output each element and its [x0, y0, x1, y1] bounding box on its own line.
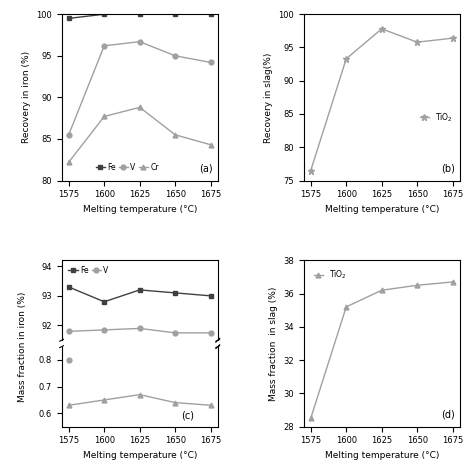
X-axis label: Melting temperature (°C): Melting temperature (°C) — [82, 451, 197, 460]
Y-axis label: Mass fraction in iron (%): Mass fraction in iron (%) — [18, 292, 27, 402]
Text: (a): (a) — [200, 164, 213, 174]
Legend: Fe, V, Cr: Fe, V, Cr — [93, 160, 162, 175]
Y-axis label: Mass fraction  in slag (%): Mass fraction in slag (%) — [269, 286, 278, 401]
Fe — [208, 11, 213, 17]
Line: TiO$_2$: TiO$_2$ — [308, 280, 455, 421]
V — [173, 330, 178, 336]
X-axis label: Melting temperature (°C): Melting temperature (°C) — [82, 205, 197, 214]
Fe — [66, 16, 72, 21]
V — [101, 327, 107, 333]
X-axis label: Melting temperature (°C): Melting temperature (°C) — [325, 205, 439, 214]
V — [208, 60, 213, 65]
Text: (d): (d) — [441, 410, 455, 420]
Y-axis label: Recovery in slag(%): Recovery in slag(%) — [264, 52, 273, 143]
Text: (c): (c) — [182, 410, 194, 420]
V — [137, 39, 143, 45]
V — [173, 53, 178, 59]
TiO$_2$ — [308, 168, 314, 173]
V — [66, 328, 72, 334]
Cr — [137, 104, 143, 110]
Cr — [101, 114, 107, 119]
TiO$_2$ — [343, 56, 349, 62]
Fe — [66, 284, 72, 290]
Line: Cr: Cr — [66, 392, 213, 408]
Y-axis label: Recovery in iron (%): Recovery in iron (%) — [22, 51, 31, 144]
TiO$_2$ — [379, 26, 384, 32]
Legend: TiO$_2$: TiO$_2$ — [417, 108, 456, 127]
Cr — [137, 392, 143, 398]
Cr — [173, 132, 178, 137]
Line: Fe: Fe — [66, 284, 213, 304]
Cr — [66, 159, 72, 165]
Fe — [137, 287, 143, 293]
TiO$_2$ — [414, 39, 420, 45]
Line: V: V — [66, 39, 213, 137]
Legend: TiO$_2$: TiO$_2$ — [310, 266, 350, 284]
X-axis label: Melting temperature (°C): Melting temperature (°C) — [325, 451, 439, 460]
Line: V: V — [66, 326, 213, 335]
Text: (b): (b) — [441, 164, 455, 174]
TiO$_2$ — [450, 36, 456, 41]
Line: Cr: Cr — [66, 105, 213, 164]
Legend: Fe, V: Fe, V — [65, 263, 111, 278]
Fe — [137, 11, 143, 17]
TiO$_2$ — [379, 287, 384, 293]
Cr — [173, 400, 178, 405]
V — [208, 330, 213, 336]
V — [101, 43, 107, 49]
V — [137, 326, 143, 331]
V — [66, 132, 72, 137]
Fe — [101, 11, 107, 17]
Fe — [173, 290, 178, 296]
Cr — [66, 402, 72, 408]
TiO$_2$ — [343, 304, 349, 310]
Cr — [208, 142, 213, 147]
Cr — [208, 402, 213, 408]
TiO$_2$ — [414, 283, 420, 288]
Fe — [101, 299, 107, 305]
TiO$_2$ — [308, 415, 314, 421]
TiO$_2$ — [450, 279, 456, 285]
Fe — [208, 293, 213, 299]
Fe — [173, 11, 178, 17]
Line: TiO$_2$: TiO$_2$ — [307, 26, 456, 174]
Line: Fe: Fe — [66, 12, 213, 21]
Cr — [101, 397, 107, 403]
